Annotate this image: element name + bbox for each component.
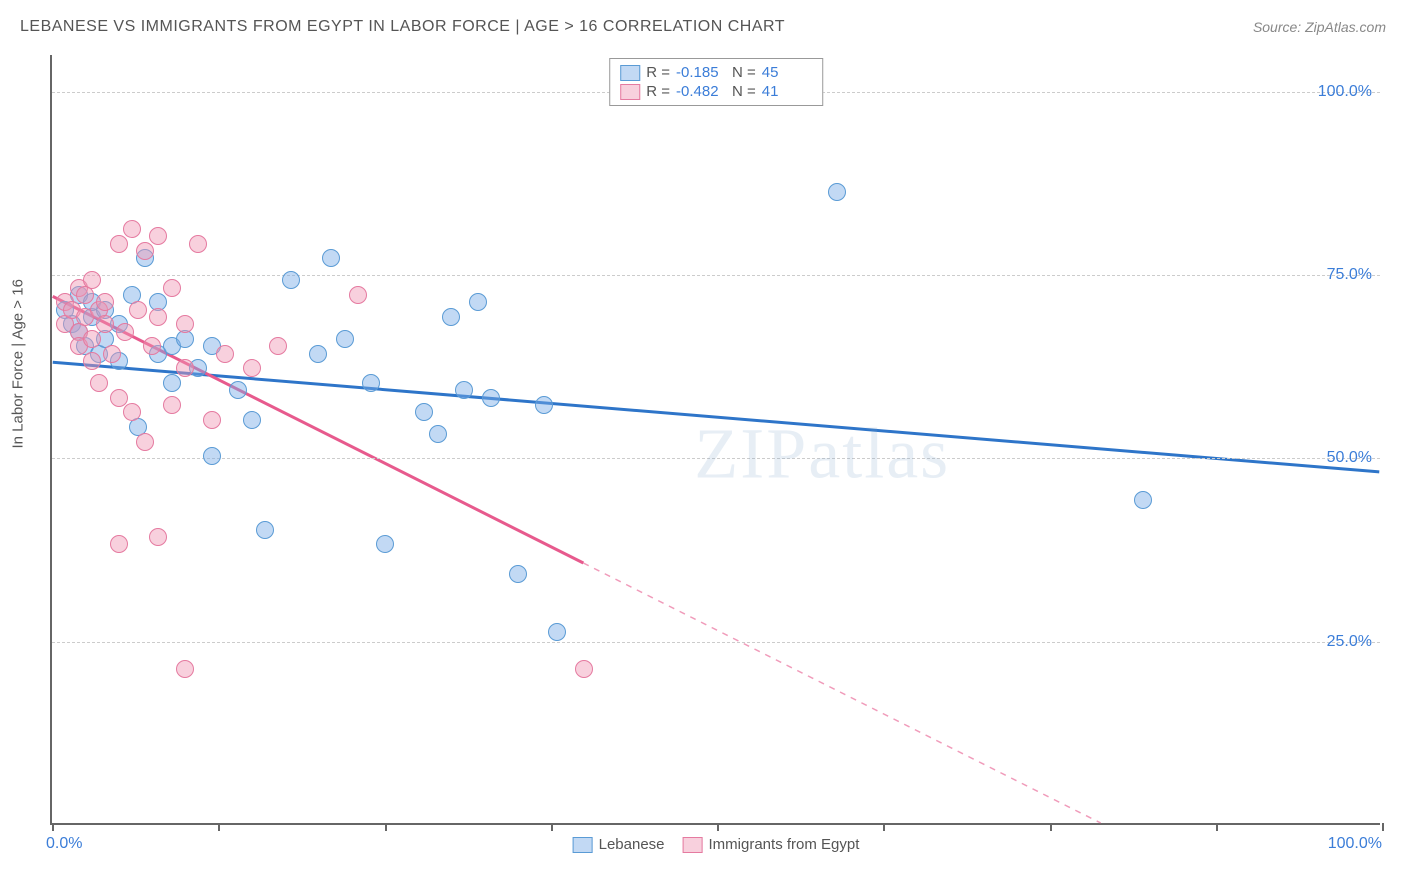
xtick bbox=[1050, 823, 1052, 831]
data-point-lebanese bbox=[828, 183, 846, 201]
data-point-lebanese bbox=[455, 381, 473, 399]
data-point-egypt bbox=[269, 337, 287, 355]
xtick bbox=[717, 823, 719, 831]
data-point-egypt bbox=[90, 374, 108, 392]
data-point-egypt bbox=[143, 337, 161, 355]
plot-area: ZIPatlas R = -0.185 N = 45 R = -0.482 N … bbox=[50, 55, 1380, 825]
data-point-egypt bbox=[243, 359, 261, 377]
xtick bbox=[52, 823, 54, 831]
data-point-egypt bbox=[123, 220, 141, 238]
swatch-egypt bbox=[683, 837, 703, 853]
data-point-egypt bbox=[176, 359, 194, 377]
n-label: N = bbox=[732, 83, 756, 100]
data-point-lebanese bbox=[415, 403, 433, 421]
data-point-egypt bbox=[149, 227, 167, 245]
xtick bbox=[385, 823, 387, 831]
source-attribution: Source: ZipAtlas.com bbox=[1253, 19, 1386, 35]
data-point-lebanese bbox=[282, 271, 300, 289]
data-point-egypt bbox=[163, 396, 181, 414]
data-point-egypt bbox=[83, 271, 101, 289]
data-point-egypt bbox=[129, 301, 147, 319]
data-point-lebanese bbox=[362, 374, 380, 392]
data-point-lebanese bbox=[203, 447, 221, 465]
legend-correlation: R = -0.185 N = 45 R = -0.482 N = 41 bbox=[609, 58, 823, 106]
data-point-lebanese bbox=[336, 330, 354, 348]
data-point-egypt bbox=[149, 528, 167, 546]
r-value-egypt: -0.482 bbox=[676, 83, 726, 100]
series-label-egypt: Immigrants from Egypt bbox=[709, 836, 860, 853]
r-label: R = bbox=[646, 64, 670, 81]
legend-item-lebanese: Lebanese bbox=[573, 836, 665, 853]
data-point-lebanese bbox=[482, 389, 500, 407]
series-label-lebanese: Lebanese bbox=[599, 836, 665, 853]
legend-row-egypt: R = -0.482 N = 41 bbox=[620, 82, 812, 101]
data-point-egypt bbox=[176, 315, 194, 333]
data-point-egypt bbox=[216, 345, 234, 363]
r-value-lebanese: -0.185 bbox=[676, 64, 726, 81]
gridline bbox=[52, 642, 1380, 643]
swatch-egypt bbox=[620, 84, 640, 100]
data-point-lebanese bbox=[163, 374, 181, 392]
data-point-lebanese bbox=[229, 381, 247, 399]
data-point-lebanese bbox=[469, 293, 487, 311]
xtick bbox=[883, 823, 885, 831]
data-point-egypt bbox=[116, 323, 134, 341]
legend-item-egypt: Immigrants from Egypt bbox=[683, 836, 860, 853]
xtick bbox=[218, 823, 220, 831]
data-point-lebanese bbox=[1134, 491, 1152, 509]
data-point-egypt bbox=[149, 308, 167, 326]
data-point-lebanese bbox=[548, 623, 566, 641]
data-point-egypt bbox=[83, 352, 101, 370]
data-point-egypt bbox=[189, 235, 207, 253]
data-point-egypt bbox=[349, 286, 367, 304]
data-point-lebanese bbox=[429, 425, 447, 443]
ytick-label: 50.0% bbox=[1327, 449, 1372, 467]
data-point-egypt bbox=[83, 330, 101, 348]
data-point-lebanese bbox=[243, 411, 261, 429]
data-point-lebanese bbox=[535, 396, 553, 414]
gridline bbox=[52, 275, 1380, 276]
data-point-egypt bbox=[203, 411, 221, 429]
data-point-egypt bbox=[176, 660, 194, 678]
n-label: N = bbox=[732, 64, 756, 81]
xtick bbox=[1216, 823, 1218, 831]
xtick-label: 100.0% bbox=[1328, 835, 1382, 853]
data-point-lebanese bbox=[309, 345, 327, 363]
legend-series: Lebanese Immigrants from Egypt bbox=[573, 836, 860, 853]
legend-row-lebanese: R = -0.185 N = 45 bbox=[620, 63, 812, 82]
data-point-egypt bbox=[110, 535, 128, 553]
data-point-lebanese bbox=[256, 521, 274, 539]
data-point-egypt bbox=[136, 242, 154, 260]
data-point-egypt bbox=[96, 293, 114, 311]
swatch-lebanese bbox=[620, 65, 640, 81]
xtick bbox=[551, 823, 553, 831]
data-point-egypt bbox=[103, 345, 121, 363]
data-point-egypt bbox=[163, 279, 181, 297]
chart-container: LEBANESE VS IMMIGRANTS FROM EGYPT IN LAB… bbox=[0, 0, 1406, 892]
data-point-egypt bbox=[575, 660, 593, 678]
data-point-egypt bbox=[110, 389, 128, 407]
gridline bbox=[52, 458, 1380, 459]
r-label: R = bbox=[646, 83, 670, 100]
xtick-label: 0.0% bbox=[46, 835, 82, 853]
title-bar: LEBANESE VS IMMIGRANTS FROM EGYPT IN LAB… bbox=[20, 18, 1386, 36]
regression-lines bbox=[52, 55, 1380, 823]
data-point-lebanese bbox=[322, 249, 340, 267]
n-value-egypt: 41 bbox=[762, 83, 812, 100]
data-point-egypt bbox=[123, 403, 141, 421]
data-point-lebanese bbox=[509, 565, 527, 583]
data-point-egypt bbox=[110, 235, 128, 253]
data-point-egypt bbox=[96, 315, 114, 333]
data-point-egypt bbox=[136, 433, 154, 451]
data-point-lebanese bbox=[442, 308, 460, 326]
ytick-label: 75.0% bbox=[1327, 266, 1372, 284]
data-point-lebanese bbox=[376, 535, 394, 553]
ytick-label: 100.0% bbox=[1318, 83, 1372, 101]
swatch-lebanese bbox=[573, 837, 593, 853]
y-axis-label: In Labor Force | Age > 16 bbox=[10, 279, 27, 448]
xtick bbox=[1382, 823, 1384, 831]
chart-title: LEBANESE VS IMMIGRANTS FROM EGYPT IN LAB… bbox=[20, 18, 785, 36]
n-value-lebanese: 45 bbox=[762, 64, 812, 81]
ytick-label: 25.0% bbox=[1327, 633, 1372, 651]
